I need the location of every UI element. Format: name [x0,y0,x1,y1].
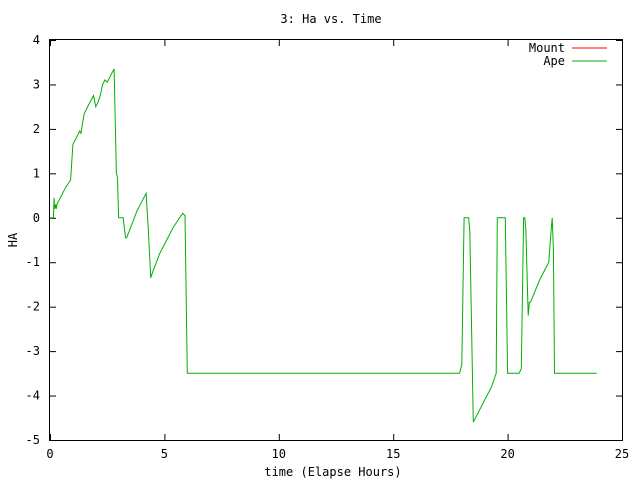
y-tick-label: 3 [33,77,40,91]
y-tick-label: -2 [26,300,40,314]
y-tick-label: -1 [26,255,40,269]
x-tick-label: 25 [615,447,629,461]
legend-label-ape: Ape [543,54,565,68]
x-tick-label: 5 [161,447,168,461]
chart-title: 3: Ha vs. Time [280,12,381,26]
y-tick-label: 4 [33,33,40,47]
axis-ticks: 0 5 10 15 20 25 -5 -4 -3 -2 -1 0 1 2 3 4 [26,33,630,461]
y-tick-label: -5 [26,433,40,447]
series-line-ape [50,68,597,423]
x-tick-label: 10 [272,447,286,461]
y-tick-label: -4 [26,389,40,403]
x-tick-label: 20 [500,447,514,461]
y-tick-label: 1 [33,166,40,180]
series-layer [50,68,597,423]
y-tick-label: -3 [26,344,40,358]
y-axis-label: HA [6,232,20,247]
x-tick-label: 0 [46,447,53,461]
x-tick-label: 15 [386,447,400,461]
x-axis-label: time (Elapse Hours) [264,465,401,479]
y-tick-label: 2 [33,122,40,136]
legend-label-mount: Mount [529,41,565,55]
y-tick-label: 0 [33,211,40,225]
plot-area-frame [49,39,623,441]
